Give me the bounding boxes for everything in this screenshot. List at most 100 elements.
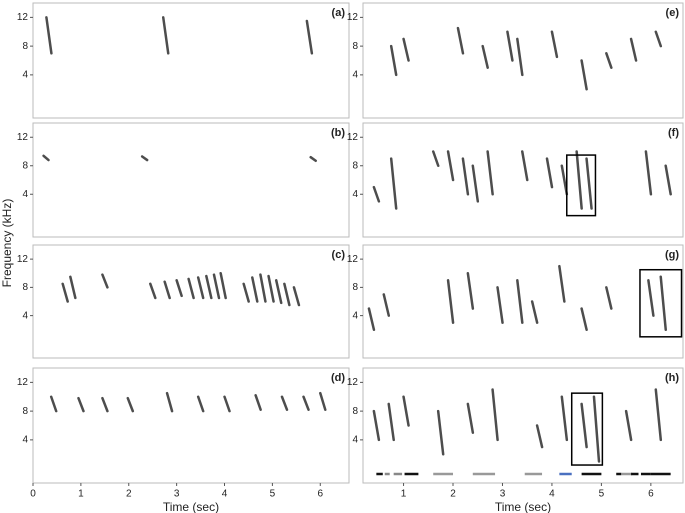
y-tick-label: 12 [347,377,359,388]
call [372,185,381,203]
call [491,388,499,442]
panel-frame [362,2,684,119]
call [647,279,655,317]
call [461,157,470,196]
call [402,395,410,427]
panel-label: (b) [331,127,345,139]
call [629,37,638,62]
call [664,164,672,196]
panel-frame [362,122,684,238]
y-tick-label: 4 [352,310,358,321]
call [309,155,317,163]
y-tick-label: 4 [22,310,28,321]
panel-frame [362,367,684,484]
call [516,279,524,324]
call [292,286,301,307]
x-tick-label: 1 [78,489,84,500]
call [69,275,77,300]
call [389,44,398,77]
call [654,30,663,48]
call [251,276,259,303]
y-tick-label: 12 [347,12,359,23]
call [659,275,667,331]
call [254,394,262,411]
x-tick-label: 3 [174,489,180,500]
call [530,300,539,324]
call [486,150,494,196]
call [560,395,569,442]
x-tick-label: 2 [450,489,456,500]
x-tick-label: 4 [222,489,228,500]
call [558,264,566,303]
call [471,164,480,203]
call [521,150,529,182]
x-tick-label: 4 [549,489,555,500]
call [49,395,58,413]
call [481,44,489,69]
panel-label: (d) [331,372,345,384]
call [580,402,588,449]
panel-frame [32,244,350,359]
call [466,402,475,434]
call [624,409,633,442]
call [372,409,381,442]
call [592,395,601,463]
call [223,395,231,413]
call [644,150,653,196]
y-tick-label: 12 [347,254,359,265]
call [387,402,395,442]
y-tick-label: 4 [352,189,358,200]
panel-frame [32,122,350,238]
call [42,154,50,162]
call [196,276,205,300]
y-tick-label: 8 [352,282,358,293]
call [267,274,275,303]
call [560,164,569,196]
x-tick-label: 5 [270,489,276,500]
highlight-box [566,154,597,217]
call [545,157,554,189]
call [535,424,544,449]
call [219,272,227,300]
x-axis-title: Time (sec) [163,500,219,513]
call [187,277,195,300]
call [149,282,157,300]
x-tick-label: 6 [648,489,654,500]
y-tick-label: 8 [352,160,358,171]
call [382,293,391,317]
call [605,286,613,310]
call [575,150,583,210]
x-tick-label: 1 [401,489,407,500]
y-tick-label: 8 [22,406,28,417]
call [436,409,445,456]
call [605,52,613,69]
call [196,395,205,413]
call [302,395,310,411]
y-tick-label: 12 [17,132,29,143]
call [61,282,69,303]
y-tick-label: 8 [352,41,358,52]
y-tick-label: 12 [347,132,359,143]
y-tick-label: 4 [22,435,28,446]
panel-label: (c) [332,249,346,261]
call [402,37,410,62]
panel-label: (f) [668,127,679,139]
y-axis-title: Frequency (kHz) [0,199,14,288]
highlight-box [639,268,683,338]
y-tick-label: 4 [352,70,358,81]
panel-label: (e) [666,7,680,19]
call [446,150,455,182]
call [101,273,109,289]
call [45,16,53,55]
call [305,19,314,55]
y-tick-label: 8 [22,282,28,293]
call [496,286,504,324]
call [431,150,440,167]
panel-frame [362,244,684,359]
x-tick-label: 2 [126,489,132,500]
call [163,280,171,300]
call [274,279,283,305]
call [446,279,455,324]
call [585,157,593,210]
